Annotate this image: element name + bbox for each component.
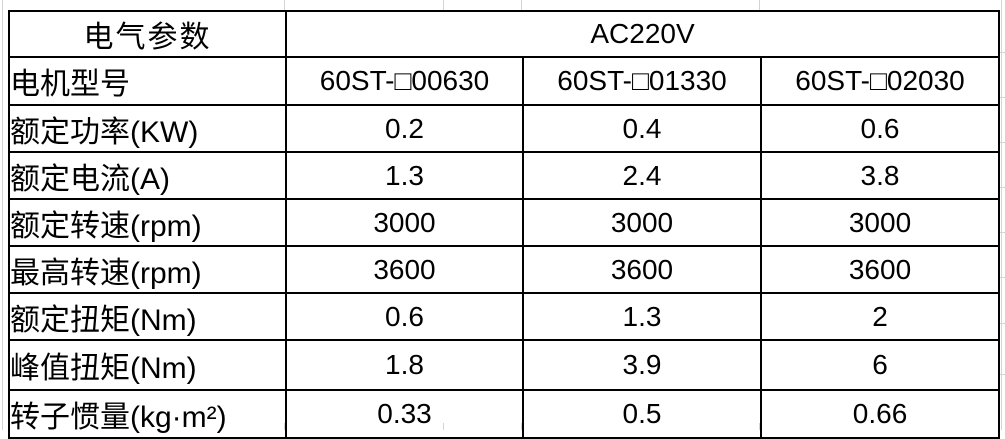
table-row-rated-current: 额定电流(A) 1.3 2.4 3.8 [8,151,1001,200]
electrical-params-header-cell: 电气参数 [8,10,287,58]
rotor-inertia-label-cell: 转子惯量(kg·m²) [8,389,287,439]
rated-power-value-1: 0.2 [285,104,524,153]
max-speed-value-2: 3600 [522,245,762,294]
rotor-inertia-value-3: 0.66 [759,389,1001,439]
table-row-max-speed: 最高转速(rpm) 3600 3600 3600 [8,245,1001,294]
voltage-header-cell: AC220V [284,10,1001,58]
rated-torque-value-1: 0.6 [285,292,524,341]
max-speed-value-3: 3600 [759,245,1001,294]
rotor-inertia-value-1: 0.33 [285,389,524,439]
gridline [998,374,1005,375]
max-speed-value-1: 3600 [285,245,524,294]
gridline [998,277,1005,278]
peak-torque-value-1: 1.8 [285,339,524,391]
gridline [759,0,760,10]
table-row-peak-torque: 峰值扭矩(Nm) 1.8 3.9 6 [8,339,1001,391]
max-speed-label-cell: 最高转速(rpm) [8,245,287,294]
table-row-rotor-inertia: 转子惯量(kg·m²) 0.33 0.5 0.66 [8,389,1001,439]
rated-current-value-1: 1.3 [285,151,524,200]
gridline [1001,0,1002,430]
motor-model-label-cell: 电机型号 [8,56,287,106]
rated-torque-label-cell: 额定扭矩(Nm) [8,292,287,341]
rated-current-value-2: 2.4 [522,151,762,200]
gridline [998,52,1005,53]
rated-speed-value-3: 3000 [759,198,1001,247]
table-row-rated-speed: 额定转速(rpm) 3000 3000 3000 [8,198,1001,247]
gridline [521,0,522,10]
rated-power-value-3: 0.6 [759,104,1001,153]
gridline [443,0,444,10]
gridline [998,232,1005,233]
table-row-electrical-params: 电气参数 AC220V [8,10,1001,58]
motor-spec-table: 电气参数 AC220V 电机型号 60ST-□00630 60ST-□01330… [8,10,1001,439]
rated-torque-value-3: 2 [759,292,1001,341]
gridline [2,0,3,430]
gridline [998,323,1005,324]
table-row-rated-power: 额定功率(KW) 0.2 0.4 0.6 [8,104,1001,153]
peak-torque-label-cell: 峰值扭矩(Nm) [8,339,287,391]
rated-current-value-3: 3.8 [759,151,1001,200]
rated-power-value-2: 0.4 [522,104,762,153]
rated-speed-value-1: 3000 [285,198,524,247]
rated-torque-value-2: 1.3 [522,292,762,341]
gridline [998,187,1005,188]
motor-model-value-2: 60ST-□01330 [522,56,762,106]
rated-power-label-cell: 额定功率(KW) [8,104,287,153]
rated-current-label-cell: 额定电流(A) [8,151,287,200]
gridline [284,0,285,10]
rated-speed-value-2: 3000 [522,198,762,247]
table-row-rated-torque: 额定扭矩(Nm) 0.6 1.3 2 [8,292,1001,341]
motor-model-value-1: 60ST-□00630 [285,56,524,106]
motor-model-value-3: 60ST-□02030 [759,56,1001,106]
gridline [998,142,1005,143]
gridline [998,97,1005,98]
table-row-motor-model: 电机型号 60ST-□00630 60ST-□01330 60ST-□02030 [8,56,1001,106]
peak-torque-value-3: 6 [759,339,1001,391]
peak-torque-value-2: 3.9 [522,339,762,391]
rated-speed-label-cell: 额定转速(rpm) [8,198,287,247]
rotor-inertia-value-2: 0.5 [522,389,762,439]
